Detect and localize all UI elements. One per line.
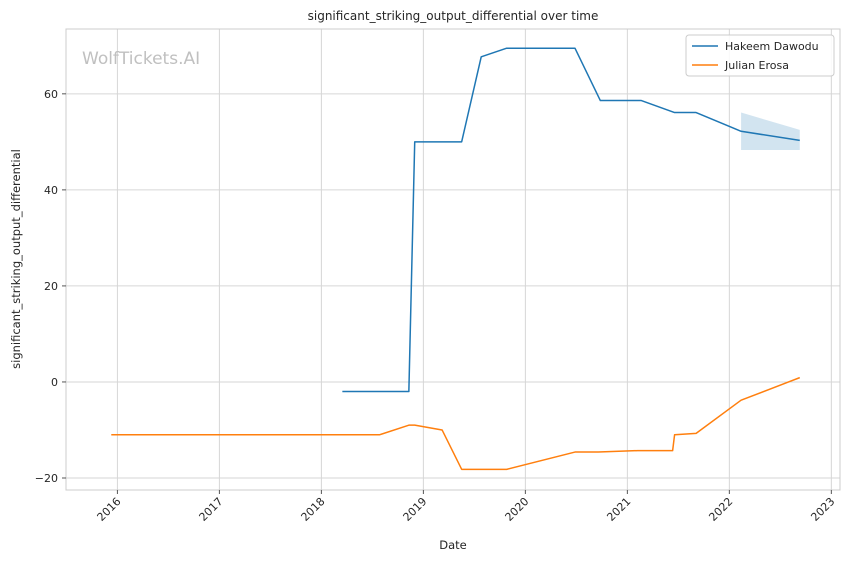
series-lines	[111, 47, 801, 471]
plot-frame	[65, 28, 841, 491]
legend-label: Julian Erosa	[724, 59, 789, 72]
legend-item-hakeem-dawodu: Hakeem Dawodu	[692, 40, 819, 53]
y-tick-label: 40	[44, 184, 58, 197]
y-tick-labels: −20 0 20 40 60	[35, 88, 66, 485]
y-axis-title: significant_striking_output_differential	[9, 149, 23, 369]
y-tick-label: 20	[44, 280, 58, 293]
confidence-bands	[741, 112, 800, 151]
legend-item-julian-erosa: Julian Erosa	[692, 59, 789, 72]
x-axis-title: Date	[439, 538, 467, 552]
grid	[66, 29, 840, 490]
legend: Hakeem Dawodu Julian Erosa	[685, 34, 835, 77]
hakeem-dawodu-confidence-band	[741, 112, 800, 151]
hakeem-dawodu-line	[342, 47, 800, 393]
julian-erosa-line	[111, 376, 801, 471]
legend-label: Hakeem Dawodu	[725, 40, 819, 53]
y-tick-label: 60	[44, 88, 58, 101]
chart-title: significant_striking_output_differential…	[308, 9, 599, 23]
y-tick-label: −20	[35, 472, 58, 485]
legend-box	[685, 34, 835, 77]
y-tick-label: 0	[51, 376, 58, 389]
watermark-text: WolfTickets.AI	[82, 49, 200, 69]
